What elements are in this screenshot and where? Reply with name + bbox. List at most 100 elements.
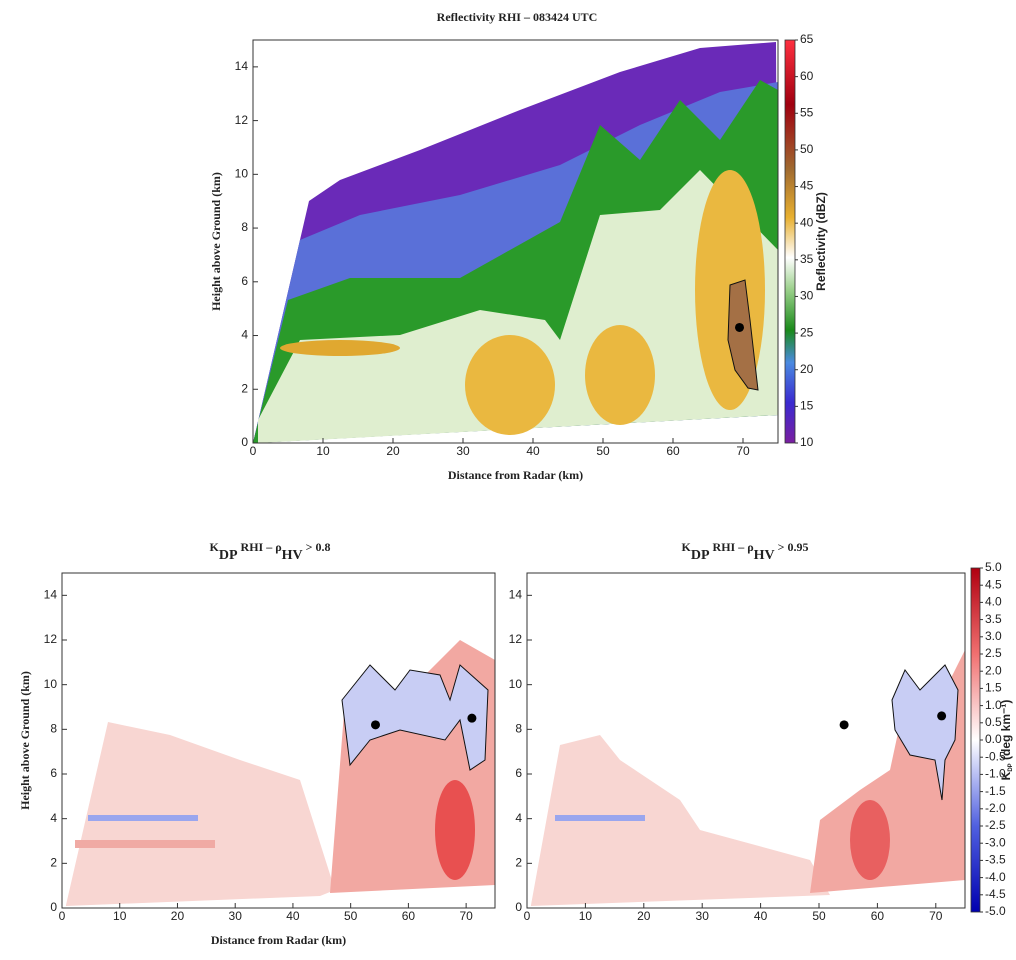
colorbar-tick-label: -3.5 bbox=[985, 853, 1006, 867]
y-tick-label: 12 bbox=[235, 113, 249, 127]
field-yellow bbox=[280, 340, 400, 356]
y-tick-label: 0 bbox=[515, 900, 522, 914]
colorbar-tick-label: 2.5 bbox=[985, 646, 1002, 660]
colorbar-tick-label: -4.0 bbox=[985, 870, 1006, 884]
colorbar-tick-label: 50 bbox=[800, 142, 814, 156]
subscript: DP bbox=[691, 548, 710, 563]
x-tick-label: 10 bbox=[316, 444, 330, 458]
y-tick-label: 0 bbox=[50, 900, 57, 914]
text-segment: RHI – ρ bbox=[238, 540, 282, 554]
colorbar-tick-label: 30 bbox=[800, 289, 814, 303]
text-segment: K bbox=[999, 771, 1013, 780]
x-tick-label: 0 bbox=[524, 909, 531, 923]
x-tick-label: 60 bbox=[402, 909, 416, 923]
colorbar-tick-label: -2.5 bbox=[985, 818, 1006, 832]
x-tick-label: 0 bbox=[59, 909, 66, 923]
contour bbox=[727, 279, 759, 391]
colorbar-tick-label: 4.5 bbox=[985, 577, 1002, 591]
x-tick-label: 10 bbox=[579, 909, 593, 923]
x-axis-label: Distance from Radar (km) bbox=[211, 933, 346, 947]
y-tick-label: 2 bbox=[241, 381, 248, 395]
field-blue-stripe bbox=[555, 815, 645, 821]
x-tick-label: 30 bbox=[456, 444, 470, 458]
colorbar-tick-label: 20 bbox=[800, 362, 814, 376]
colorbar-tick-label: 45 bbox=[800, 179, 814, 193]
colorbar bbox=[784, 39, 796, 444]
y-tick-label: 6 bbox=[515, 766, 522, 780]
title: KDP RHI – ρHV > 0.8 bbox=[210, 540, 331, 563]
y-tick-label: 6 bbox=[241, 274, 248, 288]
field-red-stripe bbox=[75, 840, 215, 848]
y-tick-label: 8 bbox=[515, 722, 522, 736]
x-tick-label: 40 bbox=[754, 909, 768, 923]
colorbar-tick-label: 40 bbox=[800, 215, 814, 229]
text-segment: RHI – ρ bbox=[710, 540, 754, 554]
y-tick-label: 4 bbox=[241, 328, 248, 342]
subscript: HV bbox=[754, 548, 775, 563]
colorbar-tick-label: 25 bbox=[800, 325, 814, 339]
colorbar bbox=[970, 567, 981, 913]
contour bbox=[341, 664, 489, 771]
x-tick-label: 70 bbox=[736, 444, 750, 458]
point bbox=[735, 322, 744, 332]
text-segment: > 0.8 bbox=[303, 540, 331, 554]
y-tick-label: 10 bbox=[235, 167, 249, 181]
field-dark-red bbox=[850, 800, 890, 880]
y-tick-label: 4 bbox=[50, 811, 57, 825]
x-tick-label: 70 bbox=[459, 909, 473, 923]
y-tick-label: 12 bbox=[44, 632, 58, 646]
title: KDP RHI – ρHV > 0.95 bbox=[682, 540, 809, 563]
x-tick-label: 0 bbox=[250, 444, 257, 458]
subscript: HV bbox=[282, 548, 303, 563]
plot-frame bbox=[252, 39, 779, 444]
text-segment: Reflectivity RHI – 083424 UTC bbox=[437, 10, 598, 24]
colorbar-tick-label: 0.0 bbox=[985, 732, 1002, 746]
field-yellow bbox=[465, 335, 555, 435]
y-tick-label: 8 bbox=[241, 220, 248, 234]
kdp-field-left bbox=[66, 640, 495, 906]
y-tick-label: 14 bbox=[235, 59, 249, 73]
colorbar-tick-label: 35 bbox=[800, 252, 814, 266]
x-tick-label: 50 bbox=[812, 909, 826, 923]
y-tick-label: 2 bbox=[50, 856, 57, 870]
colorbar-tick-label: -1.5 bbox=[985, 784, 1006, 798]
colorbar-tick-label: 1.0 bbox=[985, 698, 1002, 712]
colorbar-tick-label: -4.5 bbox=[985, 887, 1006, 901]
plot-frame bbox=[526, 572, 966, 909]
x-tick-label: 70 bbox=[929, 909, 943, 923]
contour bbox=[891, 664, 959, 801]
reflectivity-field bbox=[253, 42, 778, 443]
x-tick-label: 30 bbox=[696, 909, 710, 923]
y-tick-label: 10 bbox=[509, 677, 523, 691]
colorbar-tick-label: 60 bbox=[800, 69, 814, 83]
y-tick-label: 6 bbox=[50, 766, 57, 780]
colorbar-tick-label: 55 bbox=[800, 105, 814, 119]
x-tick-label: 20 bbox=[637, 909, 651, 923]
text-segment: K bbox=[210, 540, 220, 554]
colorbar-tick-label: 10 bbox=[800, 435, 814, 449]
y-tick-label: 14 bbox=[509, 588, 523, 602]
colorbar-tick-label: 4.0 bbox=[985, 595, 1002, 609]
point bbox=[839, 720, 849, 730]
x-tick-label: 20 bbox=[386, 444, 400, 458]
y-tick-label: 8 bbox=[50, 722, 57, 736]
y-tick-label: 0 bbox=[241, 435, 248, 449]
text-segment: Reflectivity (dBZ) bbox=[814, 192, 828, 291]
x-tick-label: 40 bbox=[526, 444, 540, 458]
colorbar-tick-label: -1.0 bbox=[985, 767, 1006, 781]
y-tick-label: 2 bbox=[515, 856, 522, 870]
colorbar-tick-label: 2.0 bbox=[985, 663, 1002, 677]
title: Reflectivity (dBZ) bbox=[814, 192, 828, 291]
kdp-field-right bbox=[531, 650, 965, 906]
colorbar-tick-label: -3.0 bbox=[985, 835, 1006, 849]
subscript: DP bbox=[219, 548, 238, 563]
y-axis-label: Height above Ground (km) bbox=[209, 172, 223, 311]
y-axis-label: Height above Ground (km) bbox=[18, 671, 32, 810]
field-pale-red bbox=[66, 722, 335, 906]
field-dark-red bbox=[435, 780, 475, 880]
y-tick-label: 10 bbox=[44, 677, 58, 691]
colorbar-tick-label: 0.5 bbox=[985, 715, 1002, 729]
colorbar-tick-label: 1.5 bbox=[985, 681, 1002, 695]
colorbar-tick-label: 3.5 bbox=[985, 612, 1002, 626]
